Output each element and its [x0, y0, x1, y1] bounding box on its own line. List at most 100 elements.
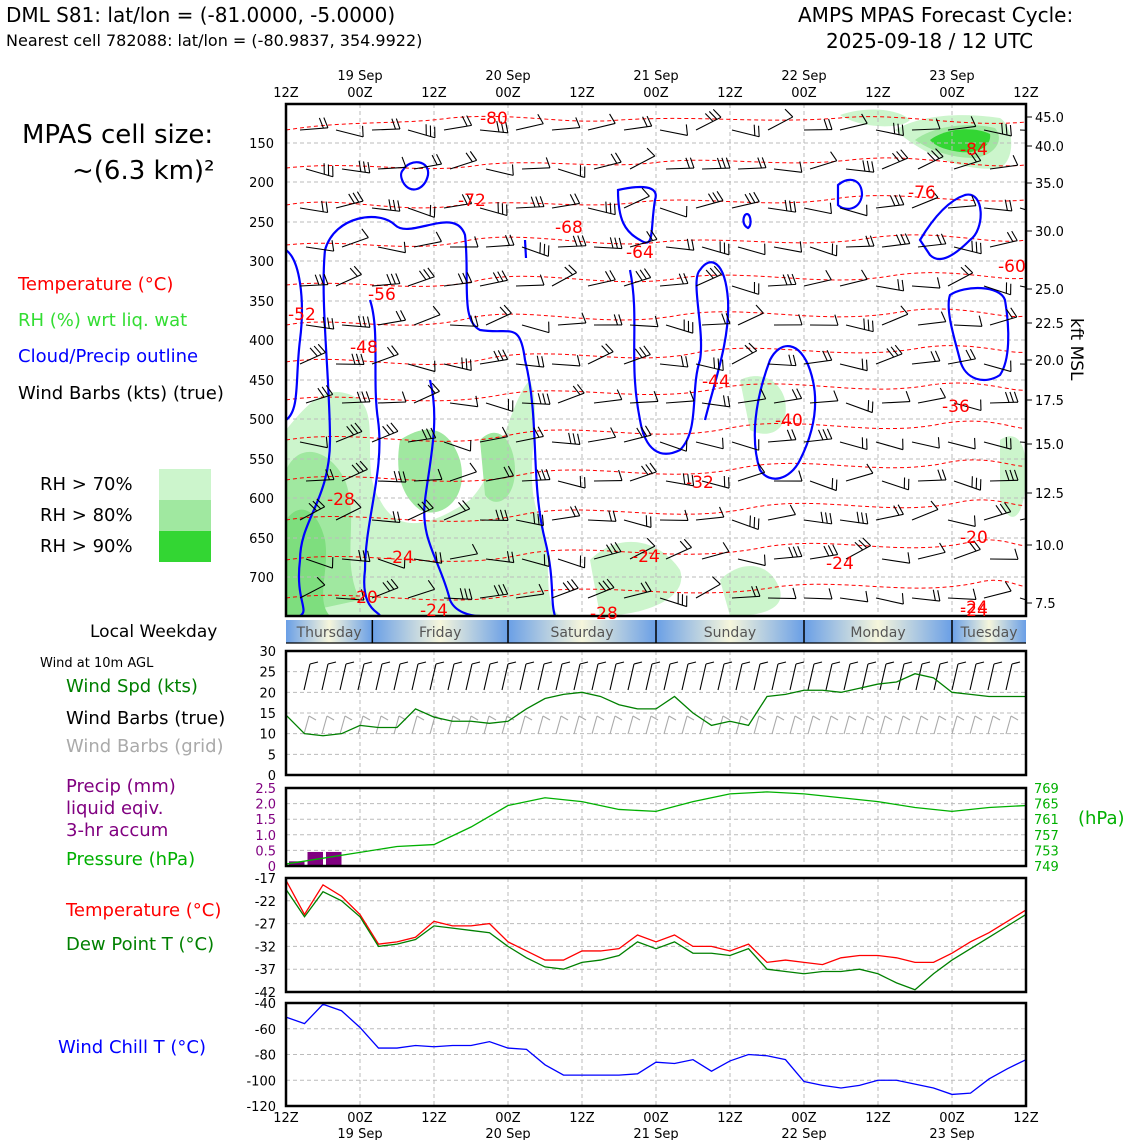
wind-barb-flag: [391, 345, 399, 355]
wind-barb-flag: [867, 319, 870, 331]
temperature-contour-label: -28: [590, 604, 618, 624]
wind-barb-staff: [1019, 597, 1026, 601]
wind-barb-flag: [500, 121, 504, 133]
wind-barb-flag: [386, 346, 395, 357]
wind-barb-flag: [509, 234, 515, 246]
wind-barb-flag: [539, 196, 545, 207]
wind-barb-flag: [901, 279, 905, 291]
surface-wind-barb-grid: [915, 715, 922, 735]
wind-barb-staff: [875, 513, 904, 521]
wind-barb-staff: [659, 129, 688, 136]
wind-barb-flag: [353, 499, 362, 508]
surface-wind-barb-true: [597, 661, 607, 665]
wind-barb-staff: [839, 122, 868, 131]
surface-wind-barb-true: [975, 661, 985, 665]
wind-barb-flag: [363, 161, 366, 173]
wind-barb-staff: [377, 319, 406, 326]
wind-barb-staff: [1019, 441, 1026, 444]
surface-wind-barb-grid: [573, 715, 580, 735]
weekday-bar: Thursday Friday Saturday Sunday Monday Tuesda…: [286, 620, 1026, 644]
wind-barb-flag: [313, 345, 322, 355]
surface-wind-barb-grid: [524, 715, 533, 721]
wind-barb-flag: [395, 118, 401, 130]
pressure-ytick: 757: [1034, 829, 1059, 844]
surface-wind-barb-grid: [650, 715, 659, 721]
wind-barb-flag: [646, 115, 653, 127]
wind-barb-flag: [618, 237, 623, 249]
wind-barb-staff: [737, 167, 766, 170]
wind-barb-flag: [760, 388, 767, 400]
wind-barb-staff: [593, 399, 622, 404]
wind-barb-flag: [744, 193, 752, 204]
pressure-ytick: 769: [1034, 782, 1059, 797]
wind-barb-staff: [773, 555, 802, 560]
wind-barb-staff: [989, 240, 1018, 248]
wind-barb-staff: [989, 164, 1018, 170]
precip-panel-frame: [284, 786, 1028, 868]
wind-barb-staff: [515, 593, 544, 599]
surface-wind-barb-grid: [519, 715, 526, 735]
wind-barb-flag: [312, 500, 322, 510]
wind-panel-ytick: 10: [259, 728, 276, 743]
wind-barb-flag: [331, 240, 335, 252]
wind-barb-flag: [886, 348, 895, 358]
surface-wind-barb-grid: [375, 715, 382, 735]
wind-barb-flag: [691, 474, 695, 486]
surface-wind-barb-grid: [920, 715, 929, 721]
surface-wind-barb-grid: [560, 715, 569, 721]
bottom-time-tick: 12Z: [273, 1111, 299, 1126]
wind-barb-flag: [782, 274, 788, 286]
legend-liquid: liquid eqiv.: [66, 798, 164, 819]
wind-barb-flag: [397, 511, 401, 523]
weekday-band: [804, 620, 952, 643]
surface-wind-barb-true: [681, 663, 689, 691]
wind-barb-flag: [826, 349, 833, 361]
wind-barb-flag: [644, 581, 652, 592]
wind-barb-flag: [537, 513, 540, 525]
wind-barb-flag: [1004, 469, 1010, 481]
wind-barb-flag: [358, 160, 362, 172]
precip-panel-ytick: 2.0: [255, 798, 276, 813]
wind-barb-staff: [845, 245, 875, 248]
wind-barb-flag: [970, 116, 977, 127]
wind-barb-flag: [322, 316, 326, 328]
wind-barb-flag: [545, 469, 551, 480]
surface-wind-barb-true: [993, 661, 1003, 665]
wind-barb-flag: [784, 108, 794, 118]
wind-barb-staff: [881, 243, 910, 248]
surface-wind-barb-true: [543, 661, 553, 665]
wind-barb-flag: [605, 271, 612, 282]
wind-panel-ytick: 20: [259, 686, 276, 701]
wind-barb-staff: [335, 507, 362, 521]
wind-barb-flag: [791, 389, 798, 400]
wind-barb-flag: [893, 122, 896, 134]
wind-barb-staff: [407, 276, 435, 287]
surface-wind-barb-true: [573, 663, 581, 691]
wind-panel-ytick: 30: [259, 645, 276, 660]
wind-barb-flag: [894, 344, 903, 355]
wind-barb-flag: [1042, 504, 1047, 514]
wind-barb-flag: [354, 422, 363, 432]
wind-barb-flag: [497, 271, 504, 282]
wind-barb-staff: [953, 324, 982, 327]
surface-wind-barb-true: [645, 663, 653, 691]
top-date-label: 22 Sep: [781, 69, 826, 84]
precip-bar: [326, 851, 342, 866]
forecast-cycle-title: AMPS MPAS Forecast Cycle:: [798, 3, 1074, 27]
wind-barb-flag: [900, 233, 906, 245]
wind-barb-flag: [784, 199, 788, 211]
top-time-tick: 12Z: [421, 86, 447, 101]
surface-wind-barb-true: [723, 661, 733, 665]
surface-wind-barb-grid: [771, 715, 778, 735]
wind-barb-staff: [377, 401, 407, 404]
surface-wind-barb-grid: [992, 715, 1001, 721]
surface-wind-barb-true: [1005, 663, 1013, 691]
wind-barb-flag: [348, 193, 355, 204]
wind-barb-flag: [564, 266, 574, 276]
wind-panel-ytick: 5: [268, 748, 276, 763]
temperature-contour-label: -32: [686, 473, 714, 493]
wind-barb-flag: [437, 468, 443, 480]
temperature-contour-label: -80: [480, 109, 508, 129]
wind-barb-flag: [640, 426, 648, 437]
wind-barb-flag: [999, 503, 1007, 514]
